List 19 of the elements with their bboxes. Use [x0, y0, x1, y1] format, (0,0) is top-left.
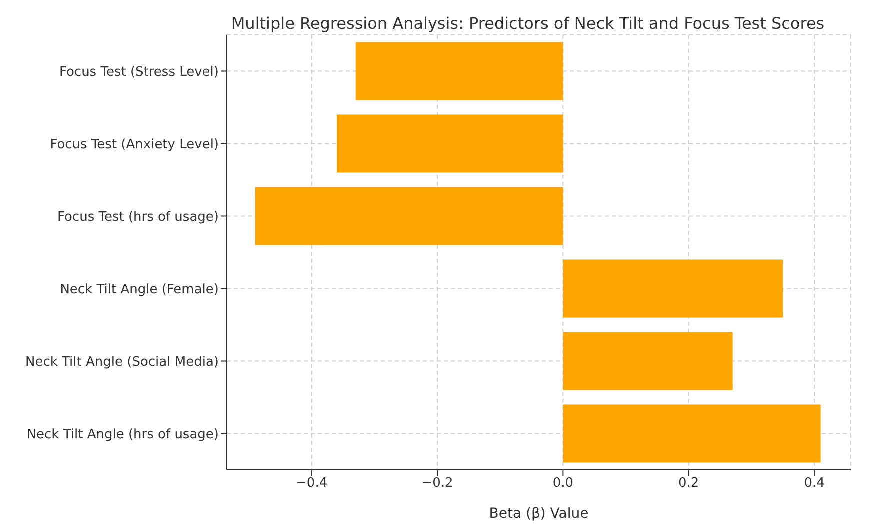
bar [336, 114, 564, 173]
y-tick-label: Neck Tilt Angle (Social Media) [25, 354, 219, 370]
x-axis-title: Beta (β) Value [489, 506, 589, 522]
x-tick-label: 0.4 [804, 476, 825, 492]
chart-title: Multiple Regression Analysis: Predictors of Neck Tilt and Focus Test Scores [230, 14, 826, 33]
y-tick-label: Focus Test (Stress Level) [59, 64, 219, 80]
bar [563, 260, 784, 318]
bar [356, 42, 564, 100]
y-tick-label: Focus Test (hrs of usage) [57, 210, 219, 225]
bar [255, 187, 564, 246]
y-tick-label: Neck Tilt Angle (hrs of usage) [26, 427, 219, 442]
bar [563, 404, 821, 463]
x-tick-label: 0.0 [552, 476, 574, 492]
y-tick-label: Focus Test (Anxiety Level) [50, 137, 219, 152]
bar [563, 332, 733, 390]
x-tick-label: −0.2 [422, 476, 454, 492]
x-tick-label: −0.4 [296, 476, 328, 492]
y-tick-label: Neck Tilt Angle (Female) [60, 282, 219, 298]
x-tick-label: 0.2 [678, 476, 700, 492]
